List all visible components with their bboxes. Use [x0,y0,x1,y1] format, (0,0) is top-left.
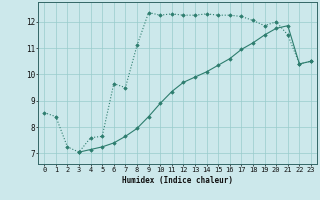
X-axis label: Humidex (Indice chaleur): Humidex (Indice chaleur) [122,176,233,185]
